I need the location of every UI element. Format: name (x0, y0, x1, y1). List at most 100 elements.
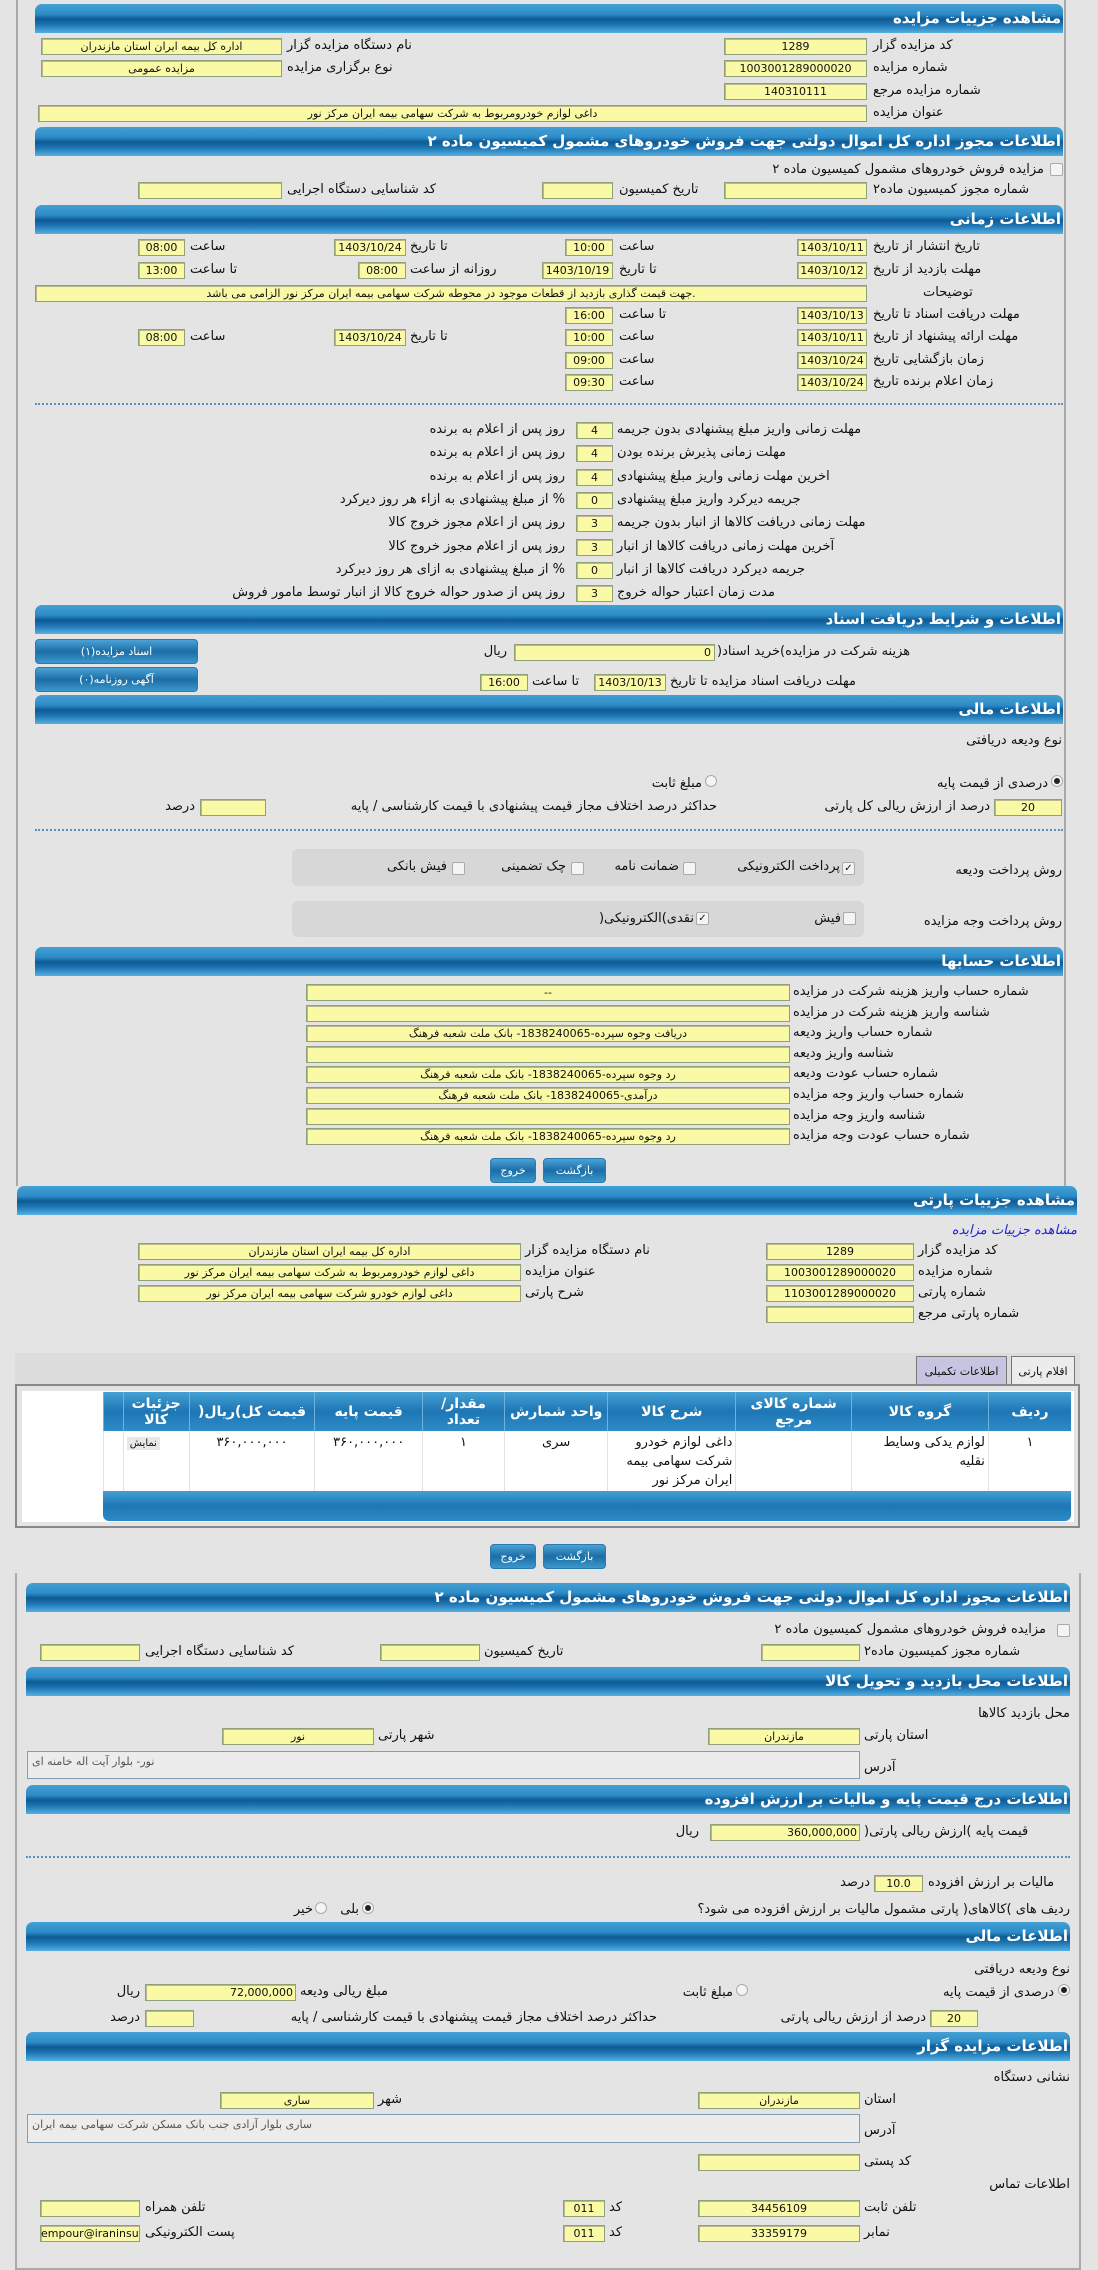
deadline-label: آخرین مهلت زمانی دریافت کالاها از انبار (617, 539, 835, 554)
vat-yes-label: بلی (340, 1902, 359, 1917)
show-details-button[interactable]: نمایش (126, 1437, 160, 1450)
section-header-price: اطلاعات درج قیمت پایه و مالیات بر ارزش ا… (26, 1785, 1070, 1814)
winner-time: 09:30 (565, 374, 613, 391)
back-button[interactable]: بازگشت (543, 1158, 606, 1183)
permit-number-field (724, 182, 867, 199)
deadline-label: جریمه دیرکرد دریافت کالاها از انبار (617, 562, 805, 577)
winner-date: 1403/10/24 (797, 374, 867, 391)
visit-label: مهلت بازدید از تاریخ (873, 262, 982, 277)
cell-blank (103, 1431, 124, 1492)
auction-details-link[interactable]: مشاهده جزییات مزایده (951, 1223, 1077, 1238)
auction-number-field: 1003001289000020 (724, 60, 867, 77)
deposit-percent-radio[interactable] (1051, 775, 1063, 787)
org-address-label: آدرس (864, 2123, 896, 2138)
bank-slip-label: فیش بانکی (386, 859, 447, 874)
lot-city-field: نور (222, 1728, 374, 1745)
opening-label: زمان بازگشایی تاریخ (873, 352, 984, 367)
tab-strip (15, 1353, 1080, 1385)
commission-checkbox-2[interactable] (1057, 1624, 1070, 1637)
email-field: empour@iraninsur (40, 2225, 140, 2242)
deadline-suffix: روز پس از اعلام مجوز خروج کالا (388, 539, 565, 554)
lot-auction-number-label: شماره مزایده (918, 1264, 993, 1279)
lot-auctioneer-code-label: کد مزایده گزار (918, 1243, 998, 1258)
deposit-fixed-label: مبلغ ثابت (651, 776, 702, 791)
deadline-suffix: روز پس از اعلام به برنده (429, 445, 565, 460)
account-field: رد وجوه سپرده-1838240065- بانک ملت شعبه … (306, 1066, 790, 1083)
doc-to-date: 1403/10/13 (797, 307, 867, 324)
table-row: ۱ لوازم یدکی وسایط نقلیه داغی لوازم خودر… (103, 1431, 1071, 1492)
exit-button[interactable]: خروج (490, 1158, 536, 1183)
lot-auctioneer-code: 1289 (766, 1243, 914, 1260)
cash-electronic-checkbox[interactable]: ✓ (696, 912, 709, 925)
visit-from-date: 1403/10/12 (797, 262, 867, 279)
newspaper-ad-button[interactable]: آگهی روزنامه(۰) (35, 667, 198, 692)
doc-deadline-label: مهلت دریافت اسناد تا تاریخ (873, 307, 1020, 322)
lot-back-button[interactable]: بازگشت (543, 1544, 606, 1569)
deposit-payment-label: روش پرداخت ودیعه (955, 863, 1062, 878)
slip-checkbox[interactable] (843, 912, 856, 925)
deposit-fixed-radio[interactable] (705, 775, 717, 787)
cell-total: ۳۶۰,۰۰۰,۰۰۰ (188, 1431, 315, 1492)
commission-checkbox-label-2: مزایده فروش خودروهای مشمول کمیسیون ماده … (774, 1622, 1046, 1637)
publish-label: تاریخ انتشار از تاریخ (873, 239, 981, 254)
fax-code-field: 011 (563, 2225, 605, 2242)
table-header-row: ردیف گروه کالا شماره کالای مرجع شرح کالا… (103, 1392, 1071, 1431)
account-label: شماره حساب واریز وجه مزایده (793, 1087, 965, 1102)
deadline-value: 3 (576, 539, 613, 556)
visit-to-date: 1403/10/19 (542, 262, 613, 279)
vat-yes-radio[interactable] (362, 1902, 374, 1914)
deposit-percent-label: درصدی از قیمت پایه (937, 776, 1048, 791)
deposit-percent-radio-2[interactable] (1058, 1984, 1070, 1996)
lot-number: 1103001289000020 (766, 1285, 914, 1302)
account-field (306, 1005, 790, 1022)
electronic-payment-checkbox[interactable]: ✓ (842, 862, 855, 875)
exec-code-field-2 (40, 1644, 140, 1661)
max-diff-field-2 (145, 2010, 194, 2027)
publish-to-date: 1403/10/24 (334, 239, 406, 256)
account-field: رد وجوه سپرده-1838240065- بانک ملت شعبه … (306, 1128, 790, 1145)
lot-ref-number (766, 1306, 914, 1323)
cheque-checkbox[interactable] (571, 862, 584, 875)
offer-to-date: 1403/10/24 (334, 329, 406, 346)
deposit-type-label: نوع ودیعه دریافتی (966, 733, 1062, 748)
org-city-label: شهر (378, 2092, 403, 2107)
visit-to-label: تا تاریخ (619, 262, 657, 277)
guarantee-checkbox[interactable] (683, 862, 696, 875)
winner-label: زمان اعلام برنده تاریخ (873, 374, 994, 389)
commission-checkbox[interactable] (1050, 163, 1063, 176)
auction-number-label: شماره مزایده (873, 60, 948, 75)
phone-field: 34456109 (698, 2200, 860, 2217)
deadline-value: 3 (576, 515, 613, 532)
vat-no-radio[interactable] (315, 1902, 327, 1914)
visit-daily-label: روزانه از ساعت (410, 262, 497, 277)
account-field (306, 1046, 790, 1063)
deposit-percent-label-2: درصدی از قیمت پایه (943, 1985, 1054, 2000)
offer-from-time-label: ساعت (619, 329, 655, 344)
divider (26, 1856, 1070, 1858)
deadline-suffix: روز پس از اعلام به برنده (429, 422, 565, 437)
section-header-permit-2: اطلاعات مجوز اداره کل اموال دولتی جهت فر… (26, 1583, 1070, 1612)
col-details: جزئیات کالا (122, 1392, 190, 1431)
fee-unit: ریال (483, 644, 507, 659)
account-field: -- (306, 984, 790, 1001)
deadline-value: 0 (576, 562, 613, 579)
deadline-suffix: % از مبلغ پیشنهادی به ازاء هر روز دیرکرد (339, 492, 565, 507)
deposit-type-label-2: نوع ودیعه دریافتی (974, 1962, 1070, 1977)
max-diff-unit-2: درصد (110, 2010, 140, 2025)
publish-to-label: تا تاریخ (410, 239, 448, 254)
deadline-suffix: روز پس از صدور حواله خروج کالا از انبار … (232, 585, 565, 600)
bank-slip-checkbox[interactable] (452, 862, 465, 875)
deposit-fixed-radio-2[interactable] (736, 1984, 748, 1996)
opening-date: 1403/10/24 (797, 352, 867, 369)
auction-documents-button[interactable]: اسناد مزایده(۱) (35, 639, 198, 664)
auction-type-label: نوع برگزاری مزایده (287, 60, 393, 75)
tab-lot-items[interactable]: اقلام پارتی (1011, 1356, 1075, 1385)
permit-number-label-2: شماره مجوز کمیسیون ماده۲ (864, 1644, 1021, 1659)
deposit-percent-field-2: 20 (930, 2010, 978, 2027)
lot-org-name-label: نام دستگاه مزایده گزار (525, 1243, 650, 1258)
lot-exit-button[interactable]: خروج (490, 1544, 536, 1569)
tab-extra-info[interactable]: اطلاعات تکمیلی (916, 1356, 1007, 1385)
col-total: قیمت کل)ریال( (188, 1392, 315, 1431)
visit-to-time-label: تا ساعت (190, 262, 238, 277)
publish-to-time: 08:00 (138, 239, 185, 256)
